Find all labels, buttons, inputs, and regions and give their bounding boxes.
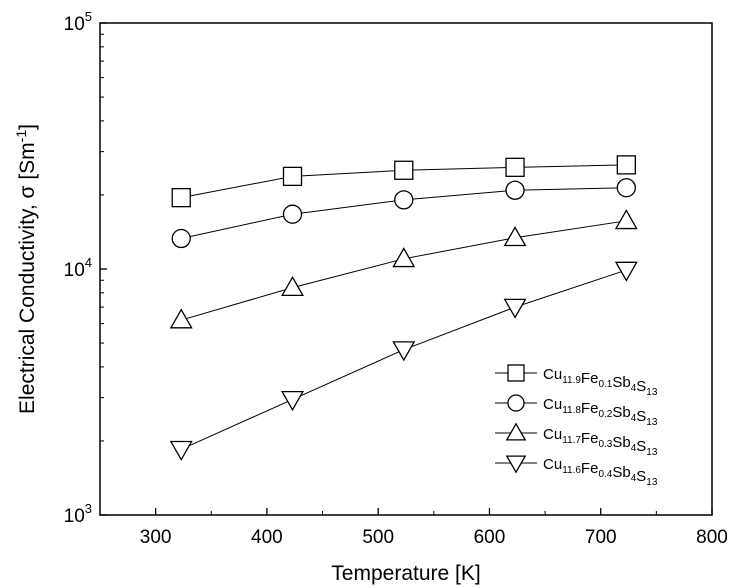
data-point-triangle-down: [614, 261, 638, 282]
legend-subscript: 0.3: [598, 439, 612, 450]
legend-element: Fe: [581, 400, 599, 417]
y-tick-exp: 3: [85, 501, 92, 516]
legend-subscript: 11.8: [562, 405, 581, 416]
legend-element: Fe: [581, 370, 599, 387]
legend-label: Cu11.7Fe0.3Sb4S13: [543, 426, 658, 458]
x-tick-label: 800: [696, 527, 728, 548]
legend-element: S: [636, 438, 646, 455]
data-point-square: [394, 160, 414, 180]
y-axis-title-main: Electrical Conductivity, σ [Sm: [16, 142, 39, 414]
data-point-triangle-down: [281, 391, 304, 412]
data-point-square: [282, 166, 303, 187]
legend-element: Cu: [543, 396, 562, 413]
data-point-triangle-down: [503, 298, 527, 319]
data-point-square: [171, 188, 191, 208]
legend-element: Fe: [581, 460, 599, 477]
legend-element: Sb: [612, 404, 630, 421]
data-point-circle: [282, 204, 303, 224]
y-tick-label: 105: [64, 9, 92, 35]
legend: Cu11.9Fe0.1Sb4S13Cu11.8Fe0.2Sb4S13Cu11.7…: [495, 364, 658, 488]
x-axis-title: Temperature [K]: [331, 562, 480, 585]
legend-subscript: 13: [646, 387, 658, 398]
y-axis-title-close: ]: [16, 124, 39, 130]
data-point-circle: [171, 228, 191, 249]
series-group: [169, 155, 638, 461]
legend-item: Cu11.6Fe0.4Sb4S13: [495, 455, 658, 488]
data-point-triangle-up: [614, 209, 638, 230]
legend-subscript: 4: [631, 383, 637, 394]
legend-subscript: 11.6: [562, 465, 581, 476]
y-tick-exp: 5: [85, 9, 92, 24]
x-axis: 300 400 500 600 700 800: [140, 508, 728, 548]
legend-subscript: 0.2: [598, 409, 612, 420]
legend-element: Cu: [543, 456, 562, 473]
legend-subscript: 4: [631, 443, 637, 454]
legend-subscript: 0.1: [598, 379, 612, 390]
legend-element: Sb: [612, 464, 630, 481]
x-tick-label: 600: [474, 527, 506, 548]
y-tick-label: 103: [64, 501, 92, 527]
legend-item: Cu11.8Fe0.2Sb4S13: [495, 394, 658, 428]
legend-label: Cu11.9Fe0.1Sb4S13: [543, 366, 658, 398]
data-point-triangle-up: [281, 275, 304, 297]
data-point-circle: [507, 394, 525, 412]
y-tick-exp: 4: [85, 255, 92, 270]
legend-element: Cu: [543, 366, 562, 383]
legend-item: Cu11.7Fe0.3Sb4S13: [495, 422, 658, 458]
legend-subscript: 4: [631, 413, 637, 424]
legend-element: Sb: [612, 374, 630, 391]
x-tick-label: 400: [251, 527, 283, 548]
legend-subscript: 0.4: [598, 469, 612, 480]
series-4: [169, 261, 638, 461]
data-point-triangle-down: [169, 440, 193, 461]
legend-element: S: [636, 468, 646, 485]
x-tick-label: 300: [140, 527, 172, 548]
data-point-triangle-down: [505, 455, 527, 474]
data-point-square: [616, 155, 636, 175]
legend-subscript: 13: [646, 447, 658, 458]
legend-subscript: 11.7: [562, 435, 581, 446]
data-point-triangle-up: [503, 226, 527, 247]
data-point-triangle-up: [392, 247, 416, 268]
legend-subscript: 11.9: [562, 375, 581, 386]
y-axis-title-sup: -1: [13, 130, 29, 143]
legend-element: Cu: [543, 426, 562, 443]
legend-element: S: [636, 378, 646, 395]
y-tick-label: 104: [64, 255, 92, 281]
legend-element: Sb: [612, 434, 630, 451]
legend-subscript: 4: [631, 473, 637, 484]
series-1: [171, 155, 636, 208]
x-tick-label: 500: [362, 527, 394, 548]
legend-element: S: [636, 408, 646, 425]
y-tick-base: 10: [64, 14, 85, 35]
data-point-triangle-up: [505, 422, 527, 441]
data-point-square: [505, 157, 525, 177]
y-tick-base: 10: [64, 506, 85, 527]
data-point-triangle-up: [169, 308, 193, 329]
legend-subscript: 13: [646, 477, 658, 488]
y-axis-title: Electrical Conductivity, σ [Sm-1]: [13, 124, 39, 414]
data-point-circle: [505, 180, 525, 200]
data-point-square: [507, 364, 525, 382]
series-line: [181, 220, 627, 321]
legend-element: Fe: [581, 430, 599, 447]
legend-label: Cu11.6Fe0.4Sb4S13: [543, 456, 658, 488]
legend-label: Cu11.8Fe0.2Sb4S13: [543, 396, 658, 428]
series-2: [171, 178, 636, 249]
data-point-circle: [616, 178, 636, 198]
series-3: [169, 209, 638, 329]
legend-subscript: 13: [646, 417, 658, 428]
y-tick-base: 10: [64, 260, 85, 281]
data-point-circle: [394, 190, 414, 210]
data-point-triangle-down: [392, 341, 416, 362]
x-tick-label: 700: [585, 527, 617, 548]
legend-item: Cu11.9Fe0.1Sb4S13: [495, 364, 658, 398]
